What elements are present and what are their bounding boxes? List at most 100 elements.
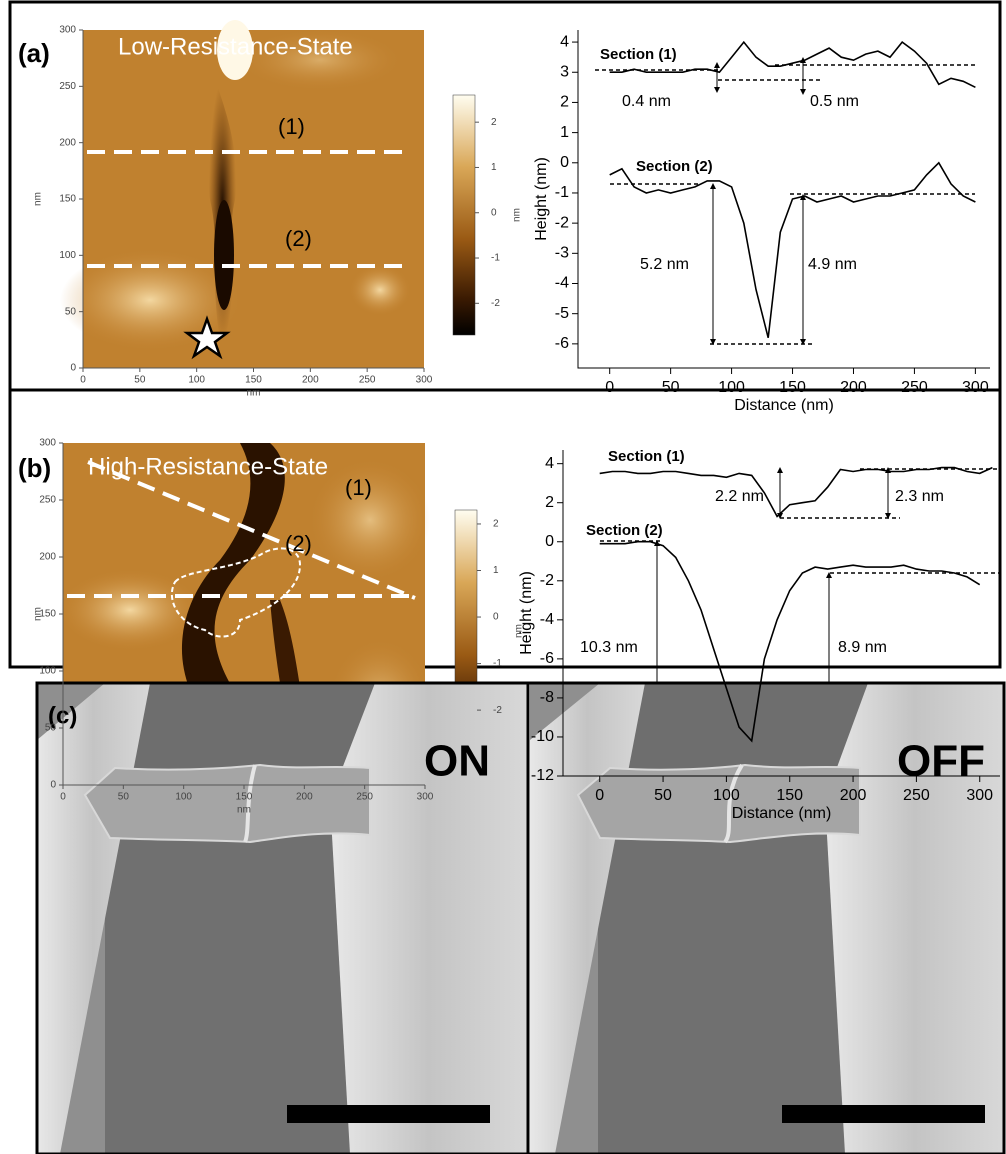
y-tick-label: 300: [39, 438, 56, 449]
x-tick-label: 200: [296, 792, 313, 803]
axis: [577, 30, 990, 369]
colorbar-tick-label: -1: [493, 658, 502, 669]
annotation: 10.3 nm: [580, 639, 638, 656]
afm-image: [60, 20, 476, 368]
line-series: [599, 540, 981, 743]
y-tick-label: -6: [540, 650, 554, 667]
image-label: ON: [424, 737, 490, 786]
y-axis-label: nm: [33, 607, 44, 621]
y-tick-label: -2: [540, 572, 554, 589]
x-tick-label: 300: [966, 787, 993, 804]
y-axis-label: nm: [33, 192, 44, 206]
image-label: OFF: [897, 737, 985, 786]
y-tick-label: -8: [540, 689, 554, 706]
x-tick-label: 100: [175, 792, 192, 803]
y-tick-label: -5: [555, 305, 569, 322]
y-tick-label: -6: [555, 335, 569, 352]
series-label: Section (1): [608, 448, 685, 465]
line-label: (1): [345, 475, 372, 500]
y-tick-label: 1: [560, 124, 569, 141]
y-tick-label: 0: [70, 363, 76, 374]
x-tick-label: 150: [779, 379, 806, 396]
x-axis-label: nm: [247, 388, 261, 399]
line-label: (1): [278, 114, 305, 139]
y-tick-label: 3: [560, 63, 569, 80]
annotation-lines: [595, 57, 975, 345]
y-axis-label: Height (nm): [533, 157, 550, 241]
series-label: Section (1): [600, 46, 677, 63]
y-tick-label: 0: [50, 780, 56, 791]
x-tick-label: 250: [903, 787, 930, 804]
y-tick-label: 2: [545, 494, 554, 511]
y-tick-label: 200: [39, 552, 56, 563]
panel-frame: [35, 681, 1006, 1154]
x-tick-label: 150: [776, 787, 803, 804]
colorbar-tick-label: 0: [491, 207, 497, 218]
panel-label: (b): [18, 453, 51, 483]
y-tick-label: 2: [560, 94, 569, 111]
panel-label: (a): [18, 38, 50, 68]
colorbar-tick-label: 1: [491, 162, 497, 173]
colorbar-tick-label: -2: [491, 298, 500, 309]
annotation: 0.5 nm: [810, 93, 859, 110]
panel-frame: [8, 388, 1002, 669]
y-tick-label: 50: [65, 306, 77, 317]
annotation: 2.2 nm: [715, 488, 764, 505]
x-tick-label: 300: [962, 379, 989, 396]
line-label: (2): [285, 531, 312, 556]
x-tick-label: 250: [901, 379, 928, 396]
colorbar-label: nm: [512, 208, 523, 222]
y-tick-label: 150: [39, 609, 56, 620]
image-title: High-Resistance-State: [88, 453, 328, 480]
x-tick-label: 150: [245, 375, 262, 386]
annotation: 2.3 nm: [895, 488, 944, 505]
y-tick-label: -3: [555, 245, 569, 262]
x-tick-label: 200: [840, 379, 867, 396]
x-tick-label: 0: [60, 792, 66, 803]
annotation: 5.2 nm: [640, 256, 689, 273]
annotation: 0.4 nm: [622, 93, 671, 110]
line-series: [609, 40, 976, 89]
colorbar-tick-label: 0: [493, 612, 499, 623]
y-tick-label: 100: [39, 666, 56, 677]
y-tick-label: -4: [555, 275, 569, 292]
y-tick-label: -10: [531, 728, 554, 745]
x-tick-label: 150: [236, 792, 253, 803]
colorbar-tick-label: -1: [491, 253, 500, 264]
y-tick-label: 4: [545, 455, 554, 472]
x-tick-label: 50: [662, 379, 680, 396]
x-axis-label: Distance (nm): [732, 805, 832, 822]
colorbar-tick-label: 2: [493, 519, 499, 530]
y-tick-label: 100: [59, 250, 76, 261]
y-tick-label: -2: [555, 214, 569, 231]
x-tick-label: 100: [188, 375, 205, 386]
y-tick-label: 0: [560, 154, 569, 171]
y-tick-label: 200: [59, 137, 76, 148]
series-label: Section (2): [636, 158, 713, 175]
y-axis-label: Height (nm): [518, 571, 535, 655]
y-tick-label: 50: [45, 723, 57, 734]
x-tick-label: 300: [416, 375, 433, 386]
colorbar-label: nm: [514, 624, 525, 638]
x-tick-label: 200: [840, 787, 867, 804]
x-tick-label: 0: [80, 375, 86, 386]
sem-image: [37, 683, 527, 1154]
series-label: Section (2): [586, 522, 663, 539]
line-series: [599, 466, 993, 518]
sem-image: [530, 683, 1004, 1154]
x-tick-label: 300: [417, 792, 434, 803]
annotation: 8.9 nm: [838, 639, 887, 656]
x-tick-label: 0: [595, 787, 604, 804]
image-title: Low-Resistance-State: [118, 33, 353, 60]
colorbar-tick-label: 1: [493, 565, 499, 576]
colorbar-tick-label: 2: [491, 117, 497, 128]
x-tick-label: 50: [654, 787, 672, 804]
y-tick-label: 300: [59, 25, 76, 36]
x-tick-label: 50: [134, 375, 146, 386]
line-label: (2): [285, 226, 312, 251]
line-series: [609, 161, 976, 338]
y-tick-label: -12: [531, 767, 554, 784]
y-tick-label: 0: [545, 533, 554, 550]
x-tick-label: 100: [713, 787, 740, 804]
